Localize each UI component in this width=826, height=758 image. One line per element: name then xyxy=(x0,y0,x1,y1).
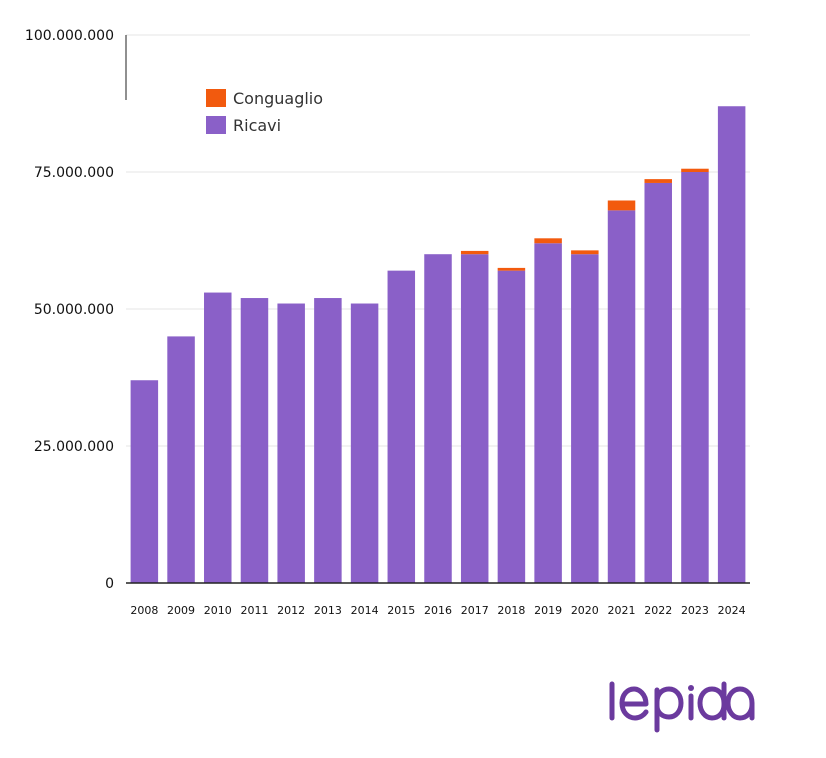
bar-ricavi-2013 xyxy=(314,298,342,583)
bar-conguaglio-2018 xyxy=(497,267,526,271)
x-tick-label: 2018 xyxy=(497,604,525,617)
bar-conguaglio-2017 xyxy=(460,250,489,255)
legend: Conguaglio Ricavi xyxy=(206,89,323,135)
bar-ricavi-2008 xyxy=(130,380,159,583)
bar-conguaglio-2019 xyxy=(534,238,562,244)
bar-ricavi-2020 xyxy=(571,254,599,583)
bar-ricavi-2014 xyxy=(350,303,379,583)
lepida-logo xyxy=(609,681,755,733)
x-tick-label: 2014 xyxy=(351,604,379,617)
bar-ricavi-2009 xyxy=(167,336,195,583)
x-tick-label: 2019 xyxy=(534,604,562,617)
x-tick-label: 2009 xyxy=(167,604,195,617)
y-tick-label: 50.000.000 xyxy=(34,302,114,318)
bar-ricavi-2012 xyxy=(277,303,305,583)
x-tick-label: 2012 xyxy=(277,604,305,617)
bar-ricavi-2022 xyxy=(644,182,672,583)
y-tick-label: 100.000.000 xyxy=(25,28,114,44)
bar-conguaglio-2022 xyxy=(644,179,672,183)
bar-ricavi-2019 xyxy=(534,243,562,584)
x-tick-label: 2017 xyxy=(461,604,489,617)
legend-swatch-conguaglio xyxy=(206,89,226,107)
bar-ricavi-2021 xyxy=(607,210,636,584)
y-tick-label: 0 xyxy=(105,576,114,592)
x-tick-label: 2024 xyxy=(718,604,746,617)
bar-conguaglio-2023 xyxy=(681,168,709,172)
y-tick-label: 25.000.000 xyxy=(34,439,114,455)
bar-ricavi-2017 xyxy=(460,254,489,583)
bar-conguaglio-2021 xyxy=(607,200,636,211)
x-tick-label: 2020 xyxy=(571,604,599,617)
bar-ricavi-2024 xyxy=(717,106,746,584)
bar-ricavi-2016 xyxy=(424,254,452,583)
x-tick-label: 2013 xyxy=(314,604,342,617)
x-tick-label: 2010 xyxy=(204,604,232,617)
bar-ricavi-2011 xyxy=(240,298,269,583)
x-tick-label: 2015 xyxy=(387,604,415,617)
x-tick-label: 2016 xyxy=(424,604,452,617)
x-tick-label: 2021 xyxy=(608,604,636,617)
legend-label-ricavi: Ricavi xyxy=(233,116,281,135)
y-axis: 0 25.000.000 50.000.000 75.000.000 100.000.0… xyxy=(25,28,127,592)
legend-swatch-ricavi xyxy=(206,116,226,134)
bar-chart: 0 25.000.000 50.000.000 75.000.000 100.000.0… xyxy=(25,28,750,617)
legend-label-conguaglio: Conguaglio xyxy=(233,89,323,108)
bar-ricavi-2015 xyxy=(387,270,416,583)
bar-ricavi-2023 xyxy=(681,172,709,583)
bar-conguaglio-2020 xyxy=(571,250,599,255)
bar-ricavi-2018 xyxy=(497,270,526,583)
bars xyxy=(130,106,746,584)
x-tick-label: 2008 xyxy=(130,604,158,617)
y-tick-label: 75.000.000 xyxy=(34,165,114,181)
x-tick-label: 2011 xyxy=(240,604,268,617)
x-tick-label: 2023 xyxy=(681,604,709,617)
x-tick-label: 2022 xyxy=(644,604,672,617)
bar-ricavi-2010 xyxy=(204,292,232,583)
x-axis: 2008 2009 2010 2011 2012 2013 2014 2015 2016 2017… xyxy=(126,582,750,617)
